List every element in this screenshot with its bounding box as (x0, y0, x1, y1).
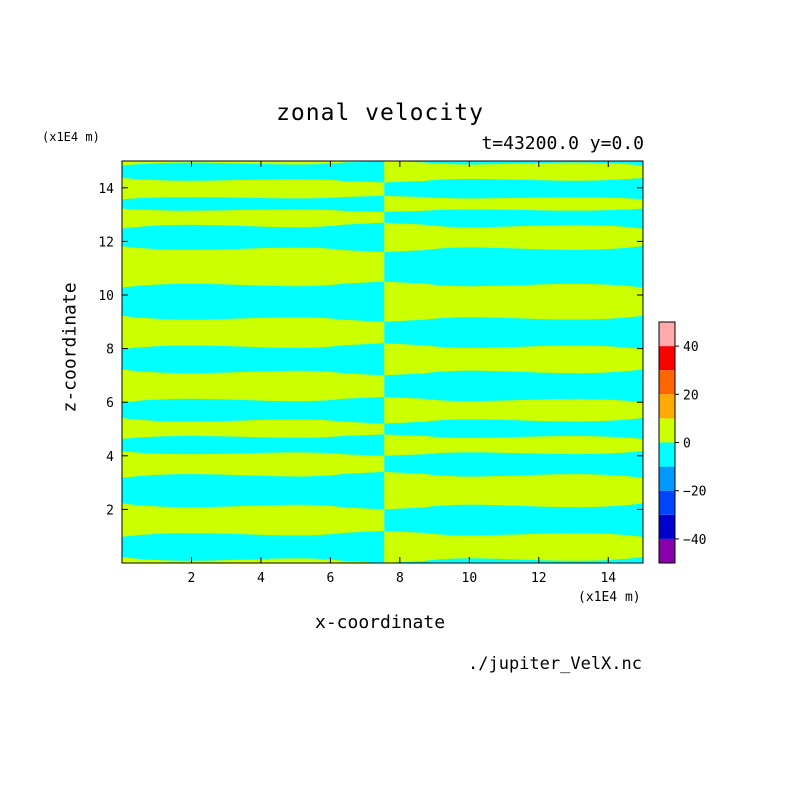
x-tick-label: 14 (600, 571, 616, 586)
field-band-right (384, 471, 643, 510)
y-axis-unit: (x1E4 m) (42, 130, 100, 144)
field-band-right (384, 161, 643, 183)
field-band-left (122, 222, 385, 253)
colorbar-tick-label: 40 (683, 340, 699, 355)
colorbar-segment (659, 490, 675, 515)
x-axis-label: x-coordinate (315, 612, 446, 633)
field-band-left (122, 281, 385, 322)
field-band-right (384, 222, 643, 253)
colorbar-segment (659, 538, 675, 563)
colorbar-tick-label: −40 (683, 533, 706, 548)
heatmap-field (122, 161, 643, 563)
y-tick-label: 8 (106, 343, 114, 358)
field-band-right (384, 530, 643, 563)
field-band-right (384, 195, 643, 212)
field-band-right (384, 343, 643, 376)
x-tick-label: 12 (531, 571, 547, 586)
y-tick-label: 12 (98, 235, 114, 250)
colorbar-tick-label: −20 (683, 485, 706, 500)
plot-frame (121, 160, 644, 564)
x-tick-label: 2 (188, 571, 196, 586)
colorbar-segment (659, 370, 675, 395)
colorbar-segment (659, 442, 675, 467)
colorbar-tick-label: 0 (683, 437, 691, 452)
field-band-left (122, 343, 385, 376)
y-tick-label: 10 (98, 289, 114, 304)
colorbar-segment (659, 346, 675, 371)
field-band-right (384, 434, 643, 456)
y-tick-label: 6 (106, 396, 114, 411)
y-tick-label: 4 (106, 450, 114, 465)
field-band-left (122, 434, 385, 456)
y-tick-label: 14 (98, 182, 114, 197)
colorbar-tick-label: 20 (683, 388, 699, 403)
colorbar-segment (659, 514, 675, 539)
x-axis-unit: (x1E4 m) (578, 590, 641, 605)
colorbar-segment (659, 466, 675, 491)
field-band-right (384, 281, 643, 322)
x-tick-label: 6 (326, 571, 334, 586)
field-band-left (122, 195, 385, 212)
x-tick-label: 8 (396, 571, 404, 586)
colorbar-segment (659, 418, 675, 443)
field-band-left (122, 396, 385, 424)
field-band-left (122, 161, 385, 183)
field-band-left (122, 530, 385, 563)
chart-title: zonal velocity (276, 100, 484, 126)
x-tick-label: 4 (257, 571, 265, 586)
chart-subtitle: t=43200.0 y=0.0 (481, 133, 644, 154)
colorbar-segment (659, 394, 675, 419)
x-tick-label: 10 (462, 571, 478, 586)
field-band-left (122, 471, 385, 510)
colorbar-segment (659, 322, 675, 347)
field-band-right (384, 396, 643, 424)
y-tick-label: 2 (106, 503, 114, 518)
source-file-label: ./jupiter_VelX.nc (468, 654, 642, 674)
